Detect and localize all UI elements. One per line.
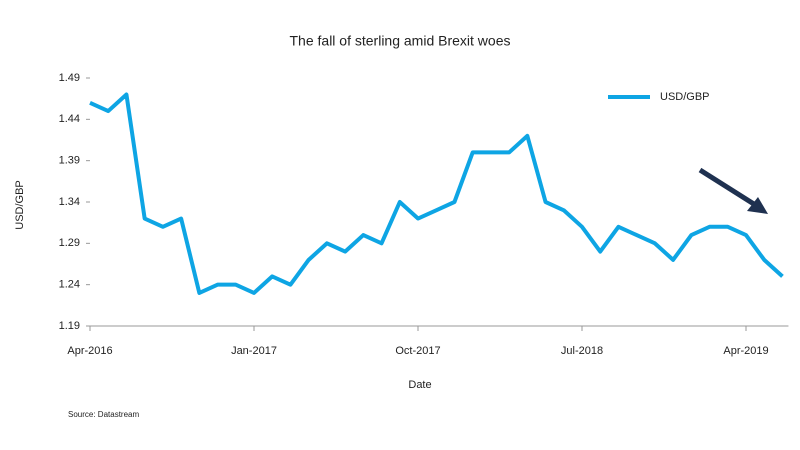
legend-label: USD/GBP [660,91,710,103]
x-tick-label: Apr-2019 [723,345,768,357]
x-tick-label: Jul-2018 [561,345,603,357]
chart-title: The fall of sterling amid Brexit woes [290,33,511,49]
y-tick-label: 1.29 [59,237,80,249]
y-tick-label: 1.34 [59,196,80,208]
x-tick-label: Apr-2016 [67,345,112,357]
y-axis-label: USD/GBP [14,180,26,230]
series-line [89,92,784,295]
y-tick-label: 1.19 [59,320,80,332]
x-tick-label: Oct-2017 [395,345,440,357]
y-tick-label: 1.44 [59,113,80,125]
x-tick-label: Jan-2017 [231,345,277,357]
x-axis-label: Date [408,379,431,391]
arrow-annotation [698,167,768,214]
y-tick-label: 1.39 [59,155,80,167]
y-tick-label: 1.49 [59,72,80,84]
source-note: Source: Datastream [68,410,139,419]
y-tick-label: 1.24 [59,279,80,291]
